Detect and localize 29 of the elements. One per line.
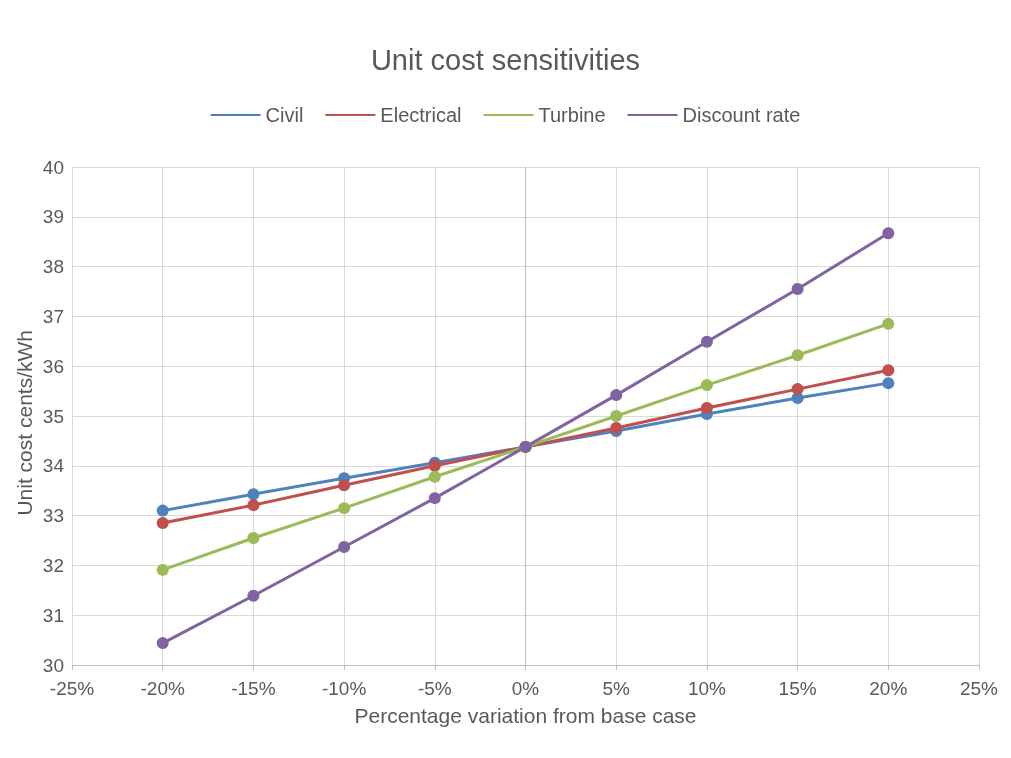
y-tick-label: 40 (42, 156, 64, 178)
x-tick-label: 0% (511, 678, 540, 699)
legend-label: Electrical (380, 104, 462, 126)
x-axis-title: Percentage variation from base case (354, 704, 697, 727)
x-tick-label: -5% (417, 678, 452, 699)
y-tick-label: 34 (42, 455, 65, 477)
y-tick-label: 35 (42, 405, 64, 427)
x-tick-label: 10% (687, 678, 727, 699)
y-tick-label: 31 (42, 604, 64, 626)
y-axis-title: Unit cost cents/kWh (13, 329, 36, 516)
legend-label: Discount rate (682, 104, 801, 126)
x-tick-label: -25% (49, 678, 95, 699)
y-tick-label: 33 (42, 505, 64, 527)
y-tick-label: 39 (42, 206, 64, 228)
x-tick-label: 15% (778, 678, 817, 699)
y-tick-label: 36 (42, 355, 64, 377)
chart-title: Unit cost sensitivities (370, 43, 641, 76)
y-tick-label: 37 (42, 305, 64, 327)
y-tick-label: 38 (42, 256, 64, 278)
legend-label: Turbine (538, 104, 606, 126)
x-tick-label: -15% (231, 678, 276, 699)
y-tick-label: 32 (42, 554, 64, 576)
x-tick-label: -20% (140, 678, 185, 699)
x-tick-label: 25% (959, 678, 999, 699)
y-tick-label: 30 (42, 654, 64, 676)
legend-label: Civil (265, 104, 304, 126)
x-tick-label: 20% (869, 678, 908, 699)
x-tick-label: 5% (602, 678, 631, 699)
x-tick-label: -10% (321, 678, 367, 699)
